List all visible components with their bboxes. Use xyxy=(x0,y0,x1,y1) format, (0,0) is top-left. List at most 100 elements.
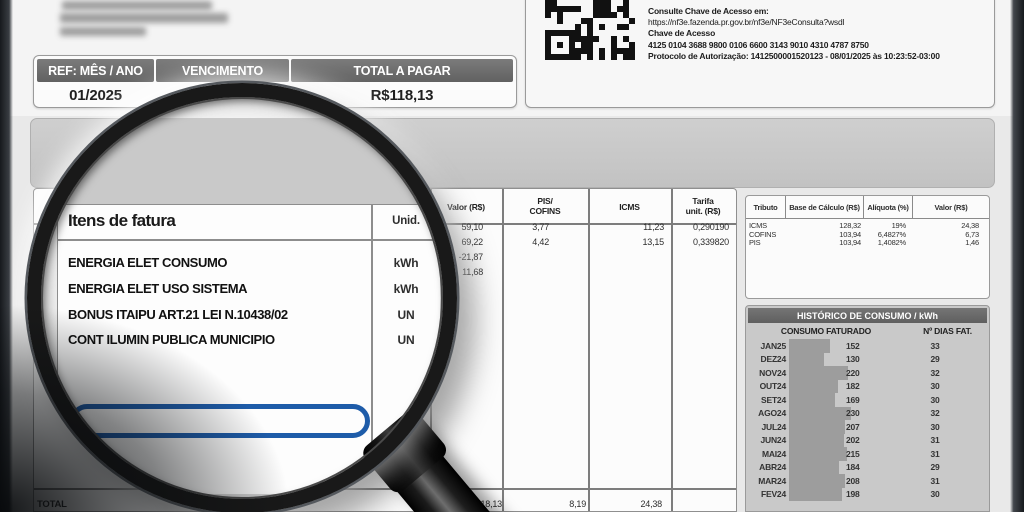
valor-header: Valor (R$) xyxy=(934,202,968,212)
column-divider xyxy=(588,189,590,511)
history-dias-value: 32 xyxy=(930,367,940,378)
history-month: JUN24 xyxy=(760,435,787,446)
history-consumption-value: 220 xyxy=(846,367,860,378)
history-consumption-value: 152 xyxy=(846,340,860,351)
history-consumption-value: 130 xyxy=(846,354,860,365)
valor-column-header: Valor (R$) xyxy=(447,202,485,212)
item-tarifa: 0,339820 xyxy=(693,237,729,247)
ref-mes-ano-value: 01/2025 xyxy=(69,86,122,104)
tributo-valor: 6,73 xyxy=(965,229,979,239)
item-values-row: 59,10 3,77 11,23 0,290190 xyxy=(431,222,736,237)
history-month: FEV24 xyxy=(761,489,786,500)
history-month: AGO24 xyxy=(758,408,786,419)
history-row: JUL24 207 30 xyxy=(746,420,989,434)
item-pis-cofins xyxy=(503,267,589,282)
item-values-row: 11,68 xyxy=(431,267,736,282)
history-month: NOV24 xyxy=(759,367,786,378)
qr-code xyxy=(545,0,635,68)
history-dias-value: 31 xyxy=(930,435,940,446)
consumption-bar xyxy=(789,460,839,474)
ref-mes-ano-header: REF: MÊS / ANO xyxy=(37,59,154,82)
redacted-address-line xyxy=(62,1,212,10)
history-dias-value: 30 xyxy=(930,421,940,432)
history-dias-value: 29 xyxy=(930,354,940,365)
redacted-address-line xyxy=(60,27,146,36)
history-row: JUN24 202 31 xyxy=(746,433,989,447)
total-icms: 24,38 xyxy=(640,499,662,509)
item-tarifa: 0,290190 xyxy=(693,222,729,232)
tributo-aliquota: 1,4082% xyxy=(877,238,906,247)
total-pis-cofins: 8,19 xyxy=(569,499,586,509)
history-consumption-value: 202 xyxy=(846,435,860,446)
consumption-bar xyxy=(789,379,838,393)
history-dias-value: 30 xyxy=(930,489,940,500)
history-row: NOV24 220 32 xyxy=(746,366,989,380)
consumo-faturado-header: CONSUMO FATURADO xyxy=(780,326,872,336)
consumption-history-table: HISTÓRICO DE CONSUMO / kWh CONSUMO FATUR… xyxy=(745,305,990,512)
history-consumption-value: 169 xyxy=(846,394,860,405)
tributos-table: Tributo Base de Cálculo (R$) Alíquota (%… xyxy=(745,195,990,299)
pis-cofins-column-header: PIS/ COFINS xyxy=(529,196,561,216)
history-consumption-value: 207 xyxy=(846,421,860,432)
consumption-bar xyxy=(789,474,845,488)
item-icms xyxy=(589,252,672,267)
vencimento-header: VENCIMENTO xyxy=(156,59,289,82)
history-month: MAI24 xyxy=(761,448,786,459)
history-dias-value: 31 xyxy=(930,475,940,486)
history-row: SET24 169 30 xyxy=(746,393,989,407)
history-month: DEZ24 xyxy=(760,354,787,365)
summary-box: REF: MÊS / ANO VENCIMENTO TOTAL A PAGAR … xyxy=(33,55,517,108)
consumption-bar xyxy=(789,447,847,461)
history-row: MAR24 208 31 xyxy=(746,474,989,488)
history-row: DEZ24 130 29 xyxy=(746,352,989,366)
photo-edge-left xyxy=(0,0,13,512)
tributos-header-row: Tributo Base de Cálculo (R$) Alíquota (%… xyxy=(746,196,989,219)
history-consumption-value: 208 xyxy=(846,475,860,486)
history-dias-value: 30 xyxy=(930,394,940,405)
access-key-text: Consulte Chave de Acesso em: https://nf3… xyxy=(648,6,992,62)
consumption-bar xyxy=(789,487,842,501)
history-row: ABR24 184 29 xyxy=(746,460,989,474)
protocolo-value: Protocolo de Autorização: 14125000015201… xyxy=(648,50,940,61)
consumption-bar xyxy=(789,393,835,407)
item-pis-cofins xyxy=(503,252,589,267)
consumption-bar xyxy=(789,433,844,447)
tributo-aliquota: 6,4827% xyxy=(877,229,906,239)
history-row: OUT24 182 30 xyxy=(746,379,989,393)
tributos-rows: ICMS 128,32 19% 24,38 COFINS 103,94 6,48… xyxy=(746,219,989,248)
item-values-row: 69,22 4,42 13,15 0,339820 xyxy=(431,237,736,252)
redacted-address-line xyxy=(60,13,228,23)
history-dias-value: 29 xyxy=(930,462,940,473)
consumption-bar xyxy=(789,406,851,420)
tributo-header: Tributo xyxy=(746,196,786,218)
consumption-bar xyxy=(789,366,848,380)
item-pis-cofins: 3,77 xyxy=(532,222,549,232)
tributo-base: 128,32 xyxy=(839,221,861,230)
dias-faturados-header: Nº DIAS FAT. xyxy=(923,326,972,336)
column-divider xyxy=(671,189,673,511)
tributo-valor: 1,46 xyxy=(965,238,979,247)
item-valor: 11,68 xyxy=(462,267,483,277)
history-title: HISTÓRICO DE CONSUMO / kWh xyxy=(748,308,987,323)
chave-label: Chave de Acesso xyxy=(648,28,716,39)
history-subheader: CONSUMO FATURADO Nº DIAS FAT. xyxy=(746,326,989,339)
consumption-bar xyxy=(789,352,824,366)
base-calculo-header: Base de Cálculo (R$) xyxy=(786,196,864,218)
history-dias-value: 30 xyxy=(930,381,940,392)
tributo-aliquota: 19% xyxy=(891,221,907,230)
total-a-pagar-header: TOTAL A PAGAR xyxy=(291,59,513,82)
magnifier-ring xyxy=(27,83,457,512)
history-consumption-value: 198 xyxy=(846,489,860,500)
history-rows: JAN25 152 33 DEZ24 130 29 NOV24 220 3 xyxy=(746,339,989,501)
history-month: OUT24 xyxy=(759,381,787,392)
history-consumption-value: 184 xyxy=(846,462,860,473)
chave-value: 4125 0104 3688 9800 0106 6600 3143 9010 … xyxy=(648,39,869,50)
history-month: MAR24 xyxy=(758,475,786,486)
icms-column-header: ICMS xyxy=(619,202,640,212)
item-icms: 13,15 xyxy=(642,237,664,247)
item-values-row: -21,87 xyxy=(431,252,736,267)
item-valor: 59,10 xyxy=(461,222,483,232)
history-month: JUL24 xyxy=(761,421,786,432)
item-pis-cofins: 4,42 xyxy=(532,237,549,247)
